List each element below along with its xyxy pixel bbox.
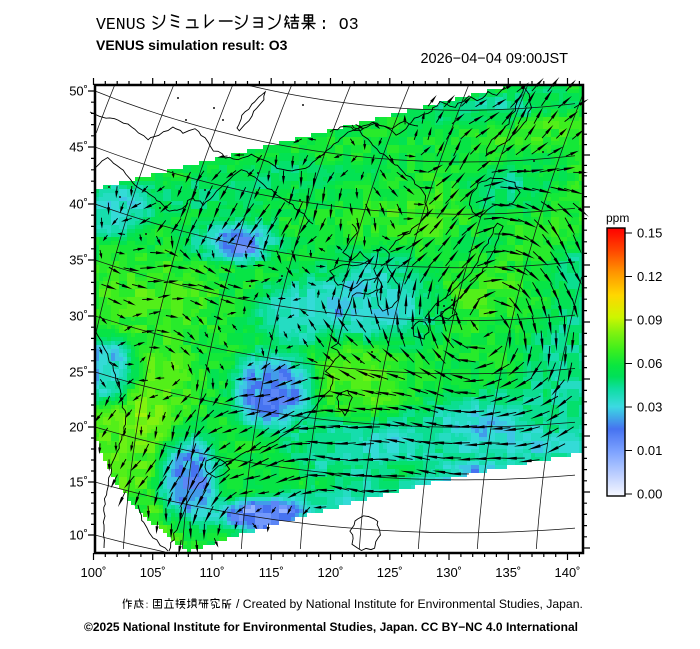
svg-text:30˚: 30˚ bbox=[69, 309, 88, 324]
svg-text:100˚: 100˚ bbox=[80, 565, 106, 580]
svg-text:: O3: : O3 bbox=[319, 15, 359, 34]
svg-text:35˚: 35˚ bbox=[69, 253, 88, 268]
svg-text:0.06: 0.06 bbox=[637, 356, 662, 371]
svg-text:45˚: 45˚ bbox=[69, 140, 88, 155]
svg-text:50˚: 50˚ bbox=[69, 84, 88, 99]
svg-text:0.09: 0.09 bbox=[637, 313, 662, 328]
svg-text:0.00: 0.00 bbox=[637, 487, 662, 502]
svg-text:VENUS simulation result: O3: VENUS simulation result: O3 bbox=[96, 37, 288, 53]
svg-text:15˚: 15˚ bbox=[69, 475, 88, 490]
svg-text:0.15: 0.15 bbox=[637, 226, 662, 241]
svg-text:0.12: 0.12 bbox=[637, 269, 662, 284]
svg-text:25˚: 25˚ bbox=[69, 365, 88, 380]
svg-text:20˚: 20˚ bbox=[69, 420, 88, 435]
svg-text:120˚: 120˚ bbox=[317, 565, 343, 580]
svg-text:10˚: 10˚ bbox=[69, 528, 88, 543]
svg-text:2026−04−04 09:00JST: 2026−04−04 09:00JST bbox=[420, 51, 568, 67]
svg-text:©2025 National Institute for E: ©2025 National Institute for Environment… bbox=[84, 620, 578, 634]
svg-text:0.03: 0.03 bbox=[637, 400, 662, 415]
svg-text:/ Created by National Institut: / Created by National Institute for Envi… bbox=[236, 597, 583, 611]
svg-text:105˚: 105˚ bbox=[140, 565, 166, 580]
svg-text:135˚: 135˚ bbox=[495, 565, 521, 580]
svg-text:125˚: 125˚ bbox=[377, 565, 403, 580]
svg-text:140˚: 140˚ bbox=[554, 565, 580, 580]
svg-text:110˚: 110˚ bbox=[199, 565, 224, 580]
svg-text:115˚: 115˚ bbox=[259, 565, 284, 580]
svg-text:VENUS: VENUS bbox=[96, 15, 146, 34]
svg-text:40˚: 40˚ bbox=[69, 197, 88, 212]
svg-text:ppm: ppm bbox=[606, 211, 629, 225]
svg-text:130˚: 130˚ bbox=[436, 565, 462, 580]
svg-text:0.01: 0.01 bbox=[637, 443, 662, 458]
